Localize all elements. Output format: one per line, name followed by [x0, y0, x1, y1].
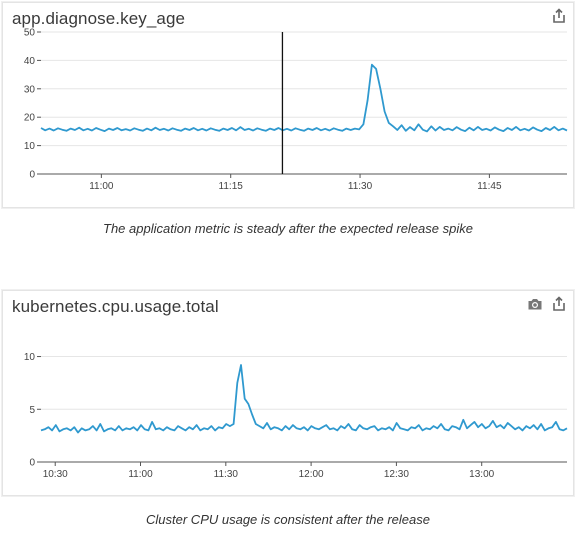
- panel-toolbar: [551, 8, 567, 24]
- metric-panel-cpu-usage: kubernetes.cpu.usage.total 0 5 10 10:30 11:0…: [2, 290, 574, 496]
- share-icon[interactable]: [551, 8, 567, 24]
- chart-caption: Cluster CPU usage is consistent after th…: [146, 512, 430, 527]
- panel-toolbar: [527, 296, 567, 312]
- panel-title: app.diagnose.key_age: [12, 9, 186, 28]
- y-tick-label: 0: [29, 458, 35, 469]
- line-chart-cpu-usage[interactable]: 0 5 10 10:30 11:00 11:30 12:00 12:30 13:00: [3, 291, 573, 495]
- camera-icon[interactable]: [527, 296, 543, 312]
- series-line: [40, 63, 568, 133]
- y-tick-label: 0: [29, 170, 35, 181]
- x-tick-label: 11:45: [477, 181, 502, 192]
- x-tick-label: 12:30: [384, 469, 409, 480]
- metric-panel-key-age: app.diagnose.key_age 0 10 20 30 40 50 11:00 11:…: [2, 2, 574, 208]
- x-tick-label: 10:30: [43, 469, 68, 480]
- line-chart-key-age[interactable]: 0 10 20 30 40 50 11:00 11:15 11:30 11:45: [3, 3, 573, 207]
- y-tick-label: 40: [24, 56, 36, 67]
- x-tick-label: 13:00: [469, 469, 494, 480]
- chart-caption: The application metric is steady after t…: [103, 221, 473, 236]
- x-tick-label: 12:00: [299, 469, 324, 480]
- x-tick-label: 11:00: [89, 181, 114, 192]
- panel-title: kubernetes.cpu.usage.total: [12, 297, 219, 316]
- y-tick-label: 50: [24, 28, 36, 39]
- y-tick-label: 10: [24, 352, 36, 363]
- series-line: [40, 364, 568, 434]
- y-tick-label: 5: [29, 405, 35, 416]
- share-icon[interactable]: [551, 296, 567, 312]
- y-tick-label: 10: [24, 141, 36, 152]
- x-tick-label: 11:15: [219, 181, 244, 192]
- x-tick-label: 11:00: [128, 469, 153, 480]
- x-tick-label: 11:30: [348, 181, 373, 192]
- y-tick-label: 20: [24, 113, 36, 124]
- x-tick-label: 11:30: [214, 469, 239, 480]
- y-tick-label: 30: [24, 84, 36, 95]
